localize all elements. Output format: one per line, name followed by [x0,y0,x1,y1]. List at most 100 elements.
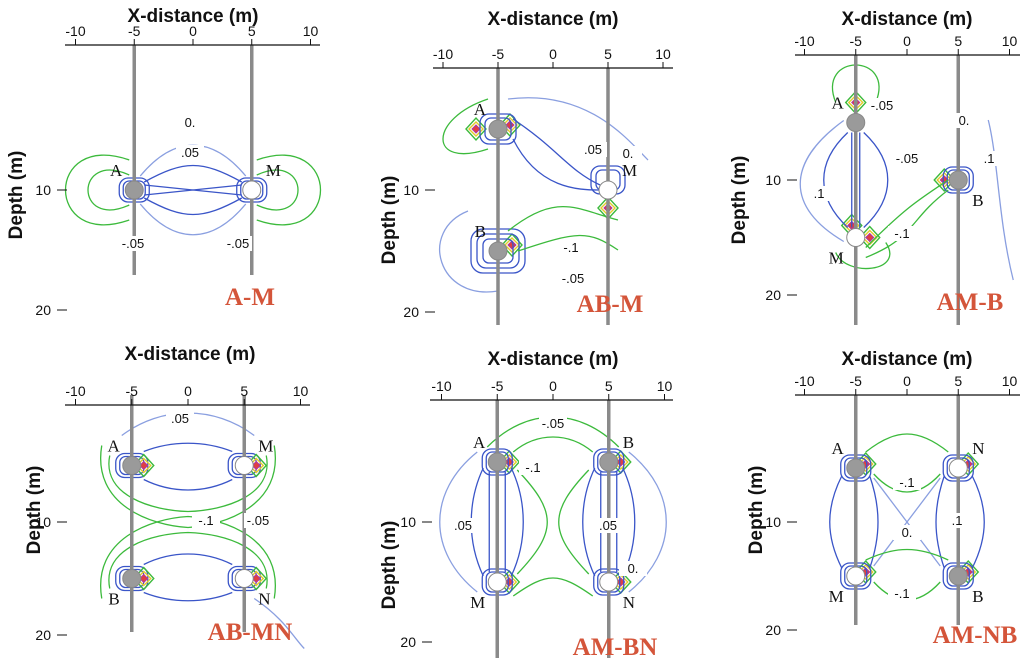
contour-label-bg [943,513,971,528]
contour-value-label: -.05 [227,236,249,251]
contour-line [501,454,518,470]
depth-tick-label: 10 [400,514,416,530]
x-tick-label: 5 [605,378,613,394]
contour-value-label: 0. [185,115,196,130]
contour-label-bg [119,236,147,251]
x-axis-title: X-distance (m) [842,349,973,370]
contour-line [558,469,590,575]
contour-line [439,451,478,593]
contour-line [600,200,616,216]
electrode-marker [846,458,866,478]
contour-label-bg [868,98,896,113]
configuration-label: A-M [225,284,275,311]
depth-tick-label: 10 [35,514,51,530]
contour-line [135,570,152,587]
contour-label-bg [192,513,220,528]
electrode-label: B [623,433,634,452]
x-tick-label: 0 [903,373,911,389]
contour-label-bg [559,271,587,286]
depth-tick-label: 20 [403,304,419,320]
contour-value-label: .1 [952,513,963,528]
contour-label-bg [519,460,547,475]
contour-label-bg [888,586,916,601]
x-axis-title: X-distance (m) [128,6,259,27]
contour-line [873,473,941,493]
electrode-label: A [831,439,844,458]
electrode-label: B [108,590,119,609]
electrode-label: A [474,100,487,119]
contour-label-bg [805,186,833,201]
contour-peak [139,573,149,584]
x-tick-label: -5 [126,383,139,399]
y-axis-title: Depth (m) [729,156,750,245]
contour-label-bg [579,142,607,157]
electrode-label: M [829,249,844,268]
contour-line [132,453,155,478]
contour-line [628,451,667,593]
configuration-label: AM-B [937,289,1004,316]
electrode-marker [948,458,968,478]
electrode-marker [948,170,968,190]
contour-value-label: -.05 [896,151,918,166]
y-axis-title: Depth (m) [6,151,27,240]
contour-value-label: 0. [959,113,970,128]
contour-line [844,90,867,115]
electrode-marker [846,566,866,586]
electrode-marker [488,241,508,261]
configuration-label: AB-M [577,291,644,318]
contour-line [135,457,152,474]
contour-line [512,436,594,453]
contour-label-bg [893,475,921,490]
contour-line [256,169,299,211]
contour-line [865,179,949,248]
electrode-marker [599,452,619,472]
x-tick-label: 10 [1002,33,1018,49]
contour-line [799,119,845,243]
x-tick-label: -5 [850,373,863,389]
contour-line [245,453,268,478]
contour-value-label: -.1 [894,226,909,241]
contour-value-label: -.1 [899,475,914,490]
contour-line [256,154,322,226]
x-tick-label: -10 [794,33,814,49]
x-tick-label: 10 [657,378,673,394]
contour-line [99,445,277,529]
contour-line [108,531,268,589]
contour-line [829,475,843,569]
contour-line [510,467,524,577]
contour-line [245,566,268,591]
contour-value-label: -.05 [122,236,144,251]
contour-label-bg [244,513,272,528]
contour-line [609,449,632,475]
contour-peak [471,124,481,134]
x-tick-label: 0 [903,33,911,49]
contour-line [143,591,233,602]
contour-label-bg [893,525,921,540]
contour-label-bg [888,226,916,241]
x-tick-label: 0 [549,378,557,394]
contour-value-label: -.1 [525,460,540,475]
contour-label-bg [224,236,252,251]
electrode-label: M [470,593,485,612]
contour-value-label: .1 [984,151,995,166]
contour-value-label: -.05 [871,98,893,113]
x-tick-label: -10 [65,383,85,399]
x-tick-label: 5 [954,373,962,389]
contour-line [863,132,889,228]
electrode-label: M [829,587,844,606]
electrode-marker [122,569,142,588]
contour-label-bg [975,151,1003,166]
electrode-marker [598,180,618,200]
electrode-label: M [258,437,273,456]
contour-line [582,467,596,577]
contour-label-bg [539,416,567,431]
contour-line [501,574,518,590]
depth-tick-label: 20 [765,287,781,303]
electrode-marker [599,572,619,592]
contour-line [865,433,949,453]
electrode-marker [234,456,254,475]
diagram-panel-0: -10 -5 0 5 10 X-distance (m) Depth (m) 10 20 A M 0.… [6,6,322,318]
contour-line [144,184,242,196]
contour-line [465,116,487,142]
contour-line [108,455,268,513]
